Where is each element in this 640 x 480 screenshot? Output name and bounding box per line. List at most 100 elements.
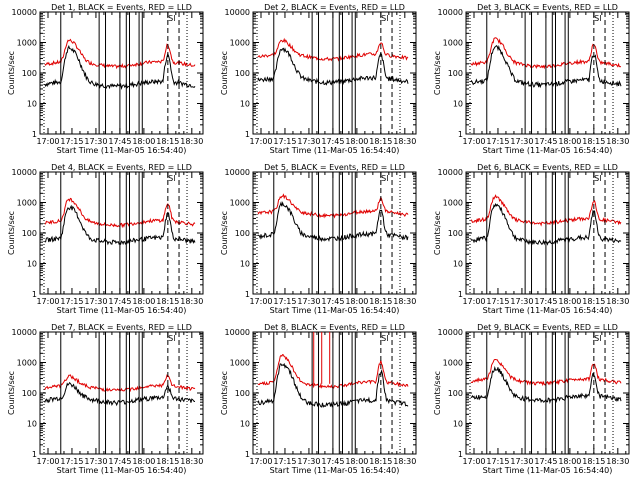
y-tick-label: 1: [245, 450, 250, 459]
y-tick-label: 10000: [438, 168, 463, 177]
y-tick-label: 10000: [225, 168, 250, 177]
y-tick-label: 1000: [17, 39, 37, 48]
panel-det-2: Det 2, BLACK = Events, RED = LLD 1 10 100 10…: [220, 3, 417, 155]
x-tick-label: 17:30: [84, 137, 107, 146]
lld-series-line: [257, 353, 409, 389]
y-axis-label: Counts/sec: [220, 371, 229, 415]
y-tick-label: 1000: [443, 359, 463, 368]
panel-title: Det 9, BLACK = Events, RED = LLD: [477, 323, 618, 332]
y-tick-label: 10: [240, 420, 250, 429]
x-axis-label: Start Time (11-Mar-05 16:54:40): [270, 466, 400, 475]
x-tick-label: 18:30: [606, 137, 629, 146]
y-tick-label: 100: [235, 69, 250, 78]
y-tick-label: 1000: [443, 199, 463, 208]
x-tick-label: 17:00: [462, 137, 485, 146]
panel-det-9: Det 9, BLACK = Events, RED = LLD 1 10 100 10…: [433, 323, 630, 475]
y-tick-label: 100: [22, 229, 37, 238]
x-tick-label: 17:45: [534, 457, 557, 466]
y-axis-label: Counts/sec: [220, 211, 229, 255]
y-tick-label: 1: [245, 290, 250, 299]
y-axis-label: Counts/sec: [433, 371, 442, 415]
y-tick-label: 10: [27, 260, 37, 269]
y-tick-label: 100: [235, 229, 250, 238]
x-tick-label: 17:30: [297, 297, 320, 306]
panel-title: Det 5, BLACK = Events, RED = LLD: [264, 163, 405, 172]
y-tick-label: 10: [453, 420, 463, 429]
x-axis-label: Start Time (11-Mar-05 16:54:40): [57, 146, 187, 155]
x-tick-label: 17:15: [273, 297, 296, 306]
x-tick-label: 17:15: [60, 297, 83, 306]
panel-det-7: Det 7, BLACK = Events, RED = LLD 1 10 100 10…: [7, 323, 204, 475]
y-tick-label: 1000: [230, 199, 250, 208]
y-tick-label: 100: [235, 389, 250, 398]
y-tick-label: 10: [27, 100, 37, 109]
panel-title: Det 3, BLACK = Events, RED = LLD: [477, 3, 618, 12]
x-tick-label: 17:00: [36, 457, 59, 466]
y-tick-label: 1: [458, 450, 463, 459]
x-tick-label: 17:45: [321, 297, 344, 306]
panel-title: Det 8, BLACK = Events, RED = LLD: [264, 323, 405, 332]
x-tick-label: 17:00: [249, 297, 272, 306]
marker-label: Sl: [168, 174, 175, 183]
x-tick-label: 17:00: [249, 137, 272, 146]
x-tick-label: 18:00: [132, 457, 155, 466]
x-tick-label: 17:15: [273, 137, 296, 146]
marker-label: Sl: [381, 334, 388, 343]
x-tick-label: 17:45: [108, 137, 131, 146]
y-tick-label: 1: [32, 130, 37, 139]
x-axis-label: Start Time (11-Mar-05 16:54:40): [483, 146, 613, 155]
y-tick-label: 100: [448, 389, 463, 398]
y-tick-label: 10000: [12, 168, 37, 177]
x-axis-label: Start Time (11-Mar-05 16:54:40): [270, 146, 400, 155]
x-tick-label: 18:00: [345, 457, 368, 466]
x-tick-label: 17:45: [534, 137, 557, 146]
x-tick-label: 18:30: [393, 457, 416, 466]
x-tick-label: 18:00: [132, 297, 155, 306]
y-tick-label: 10: [240, 100, 250, 109]
x-tick-label: 17:15: [486, 457, 509, 466]
x-tick-label: 17:15: [486, 297, 509, 306]
x-tick-label: 17:30: [510, 137, 533, 146]
x-tick-label: 17:45: [534, 297, 557, 306]
marker-label: Sl: [381, 174, 388, 183]
y-tick-label: 1000: [17, 199, 37, 208]
x-tick-label: 17:30: [84, 297, 107, 306]
x-axis-label: Start Time (11-Mar-05 16:54:40): [483, 306, 613, 315]
x-tick-label: 18:30: [606, 297, 629, 306]
y-tick-label: 10000: [225, 328, 250, 337]
panel-title: Det 4, BLACK = Events, RED = LLD: [51, 163, 192, 172]
events-series-line: [257, 362, 409, 408]
panel-det-4: Det 4, BLACK = Events, RED = LLD 1 10 100 10…: [7, 163, 204, 315]
x-tick-label: 18:00: [558, 457, 581, 466]
x-tick-label: 17:45: [321, 137, 344, 146]
y-tick-label: 10000: [438, 328, 463, 337]
y-tick-label: 1: [32, 450, 37, 459]
x-tick-label: 17:15: [60, 457, 83, 466]
y-axis-label: Counts/sec: [7, 51, 16, 95]
x-tick-label: 17:00: [462, 457, 485, 466]
x-tick-label: 18:30: [393, 297, 416, 306]
x-tick-label: 17:15: [273, 457, 296, 466]
x-tick-label: 17:00: [249, 457, 272, 466]
x-tick-label: 18:30: [606, 457, 629, 466]
marker-label: Sl: [168, 14, 175, 23]
y-tick-label: 1: [32, 290, 37, 299]
marker-label: Sl: [594, 14, 601, 23]
panel-det-1: Det 1, BLACK = Events, RED = LLD 1 10 100 10…: [7, 3, 204, 155]
y-tick-label: 1000: [17, 359, 37, 368]
y-tick-label: 1: [458, 290, 463, 299]
y-tick-label: 10: [453, 260, 463, 269]
y-tick-label: 1: [458, 130, 463, 139]
x-tick-label: 18:30: [180, 457, 203, 466]
y-tick-label: 1000: [443, 39, 463, 48]
x-tick-label: 17:30: [510, 457, 533, 466]
x-tick-label: 17:45: [108, 297, 131, 306]
x-tick-label: 17:30: [510, 297, 533, 306]
y-tick-label: 10000: [12, 8, 37, 17]
y-tick-label: 10000: [225, 8, 250, 17]
y-tick-label: 10: [240, 260, 250, 269]
x-tick-label: 18:15: [582, 297, 605, 306]
y-tick-label: 100: [22, 69, 37, 78]
x-tick-label: 18:15: [582, 457, 605, 466]
